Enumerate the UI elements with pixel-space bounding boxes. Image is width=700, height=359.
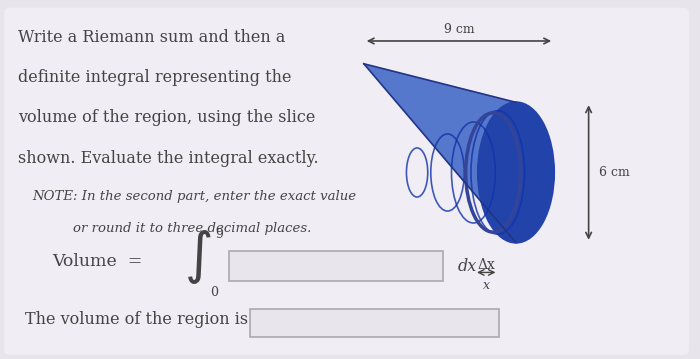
Text: 9 cm: 9 cm — [444, 23, 475, 36]
Text: Write a Riemann sum and then a: Write a Riemann sum and then a — [18, 29, 286, 46]
FancyBboxPatch shape — [4, 8, 689, 355]
Text: 0: 0 — [210, 286, 218, 299]
Text: NOTE: In the second part, enter the exact value: NOTE: In the second part, enter the exac… — [32, 190, 356, 203]
Text: $\int$: $\int$ — [184, 228, 211, 286]
Text: shown. Evaluate the integral exactly.: shown. Evaluate the integral exactly. — [18, 150, 318, 167]
Text: dx: dx — [457, 258, 477, 275]
Text: x: x — [483, 279, 490, 293]
Text: volume of the region, using the slice: volume of the region, using the slice — [18, 109, 316, 126]
Text: The volume of the region is: The volume of the region is — [25, 311, 248, 328]
FancyBboxPatch shape — [250, 309, 498, 337]
Text: definite integral representing the: definite integral representing the — [18, 69, 291, 86]
Polygon shape — [364, 64, 516, 243]
Ellipse shape — [478, 102, 554, 243]
Text: Volume  =: Volume = — [52, 253, 143, 270]
Text: 9: 9 — [215, 228, 223, 241]
Text: 6 cm: 6 cm — [599, 166, 630, 179]
Text: or round it to three decimal places.: or round it to three decimal places. — [74, 222, 312, 234]
Text: Δx: Δx — [477, 258, 495, 272]
FancyBboxPatch shape — [229, 251, 443, 281]
